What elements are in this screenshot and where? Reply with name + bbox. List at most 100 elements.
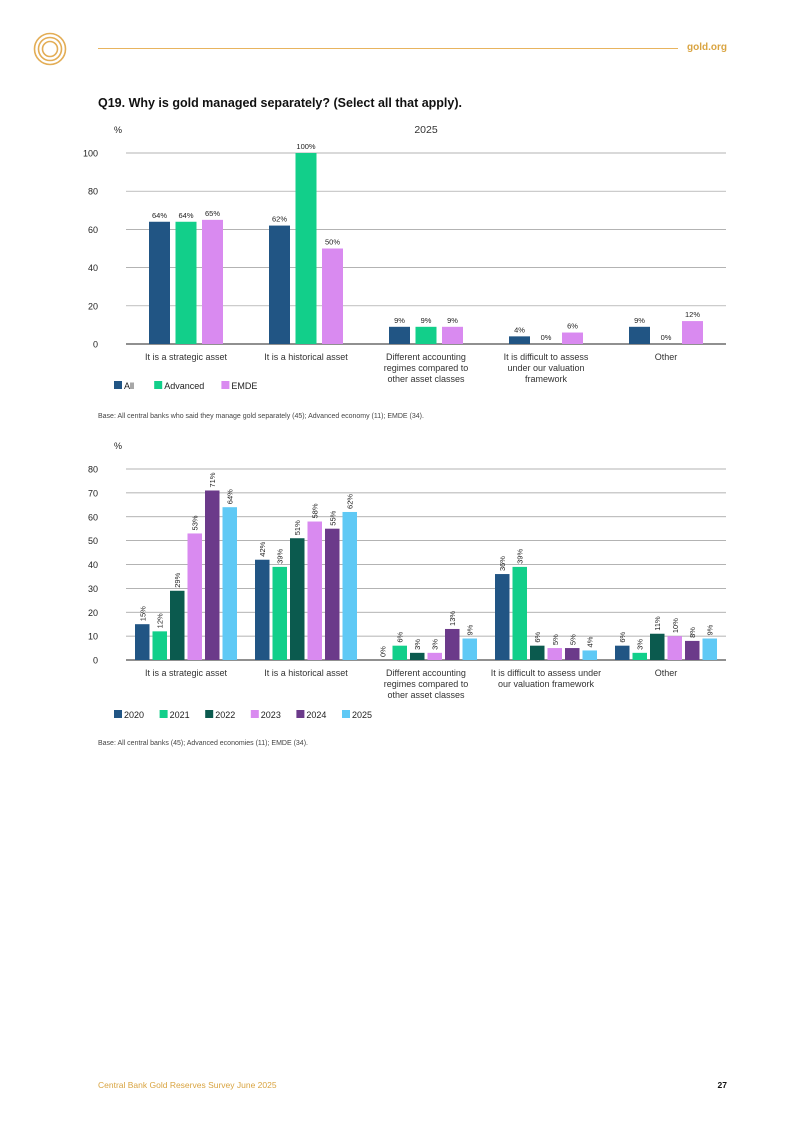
legend-label: All — [124, 381, 134, 391]
data-label: 9% — [421, 316, 432, 325]
data-label: 100% — [296, 142, 316, 151]
legend-label: 2021 — [170, 710, 190, 720]
data-label: 9% — [394, 316, 405, 325]
bar — [682, 321, 703, 344]
bar — [175, 221, 197, 344]
data-label: 4% — [586, 636, 595, 647]
bar — [149, 221, 170, 344]
data-label: 39% — [276, 549, 285, 564]
data-label: 6% — [567, 322, 578, 331]
data-label: 50% — [325, 238, 340, 247]
data-label: 6% — [618, 632, 627, 643]
data-label: 55% — [328, 510, 337, 525]
data-label: 51% — [293, 520, 302, 535]
bar — [509, 336, 530, 344]
category-label: It is a historical asset — [264, 668, 348, 678]
category-label: It is difficult to assess under our valua… — [504, 352, 589, 384]
y-tick-label: 60 — [88, 225, 98, 235]
bar — [295, 153, 317, 344]
bar — [702, 638, 717, 660]
data-label: 64% — [226, 489, 235, 504]
bar — [562, 332, 583, 344]
bar — [685, 640, 700, 660]
y-tick-label: 0 — [93, 656, 98, 666]
category-label: Different accounting regimes compared to o… — [384, 668, 469, 700]
legend-label: 2022 — [215, 710, 235, 720]
y-tick-label: 10 — [88, 632, 98, 642]
data-label: 0% — [378, 646, 387, 657]
legend-label: 2025 — [352, 710, 372, 720]
bar — [565, 648, 580, 660]
y-tick-label: 20 — [88, 608, 98, 618]
legend-swatch — [221, 381, 230, 389]
data-label: 10% — [671, 618, 680, 633]
data-label: 58% — [311, 503, 320, 518]
site-link[interactable]: gold.org — [687, 42, 727, 53]
legend-label: 2023 — [261, 710, 281, 720]
bar — [322, 248, 343, 344]
y-tick-label: 80 — [88, 465, 98, 475]
bar — [410, 652, 425, 660]
bar — [415, 326, 437, 344]
bar — [170, 590, 185, 660]
category-label: It is a historical asset — [264, 352, 348, 362]
data-label: 36% — [498, 556, 507, 571]
bar — [202, 219, 223, 344]
footer-title: Central Bank Gold Reserves Survey June 2… — [98, 1080, 277, 1090]
legend-label: 2020 — [124, 710, 144, 720]
bar — [392, 645, 407, 660]
data-label: 42% — [258, 541, 267, 556]
bar — [445, 628, 460, 660]
legend-swatch — [205, 710, 214, 718]
bar — [255, 559, 270, 660]
bar — [530, 645, 545, 660]
legend-swatch — [296, 710, 305, 718]
data-label: 12% — [685, 310, 700, 319]
y-tick-label: 30 — [88, 584, 98, 594]
data-label: 9% — [447, 316, 458, 325]
data-label: 62% — [272, 215, 287, 224]
bar — [582, 650, 597, 660]
data-label: 6% — [396, 632, 405, 643]
y-tick-label: 0 — [93, 340, 98, 350]
data-label: 3% — [413, 639, 422, 650]
data-label: 71% — [208, 472, 217, 487]
category-label: It is a strategic asset — [145, 352, 228, 362]
bar — [222, 507, 237, 660]
bar — [462, 638, 477, 660]
data-label: 5% — [551, 634, 560, 645]
data-label: 53% — [191, 515, 200, 530]
bar — [547, 648, 562, 660]
legend-label: EMDE — [231, 381, 257, 391]
y-tick-label: 70 — [88, 488, 98, 498]
data-label: 9% — [706, 624, 715, 635]
bar — [512, 566, 527, 660]
chart-by-year: % 0 10 20 30 40 50 60 70 80 15% 12% 29% 53% 71% 64% It i… — [88, 441, 726, 720]
data-label: 3% — [636, 639, 645, 650]
legend-swatch — [250, 710, 259, 718]
bar — [495, 574, 510, 660]
bar — [667, 636, 682, 660]
data-label: 8% — [688, 627, 697, 638]
data-label: 15% — [138, 606, 147, 621]
bar — [427, 652, 442, 660]
y-tick-label: 40 — [88, 263, 98, 273]
data-label: 11% — [653, 616, 662, 631]
y-tick-label: 60 — [88, 512, 98, 522]
bar — [325, 528, 340, 660]
bar — [187, 533, 202, 660]
y-axis-unit: % — [114, 441, 122, 451]
y-axis-unit: % — [114, 125, 122, 135]
question-title: Q19. Why is gold managed separately? (Se… — [98, 96, 462, 110]
data-label: 6% — [533, 632, 542, 643]
category-label: It is difficult to assess under our valua… — [491, 668, 601, 689]
bar — [272, 566, 287, 660]
data-label: 64% — [152, 211, 167, 220]
y-tick-label: 80 — [88, 187, 98, 197]
data-label: 4% — [514, 325, 525, 334]
y-tick-label: 40 — [88, 560, 98, 570]
gold-logo-icon — [33, 32, 67, 66]
bar — [342, 511, 357, 660]
data-label: 64% — [178, 211, 193, 220]
data-label: 65% — [205, 209, 220, 218]
